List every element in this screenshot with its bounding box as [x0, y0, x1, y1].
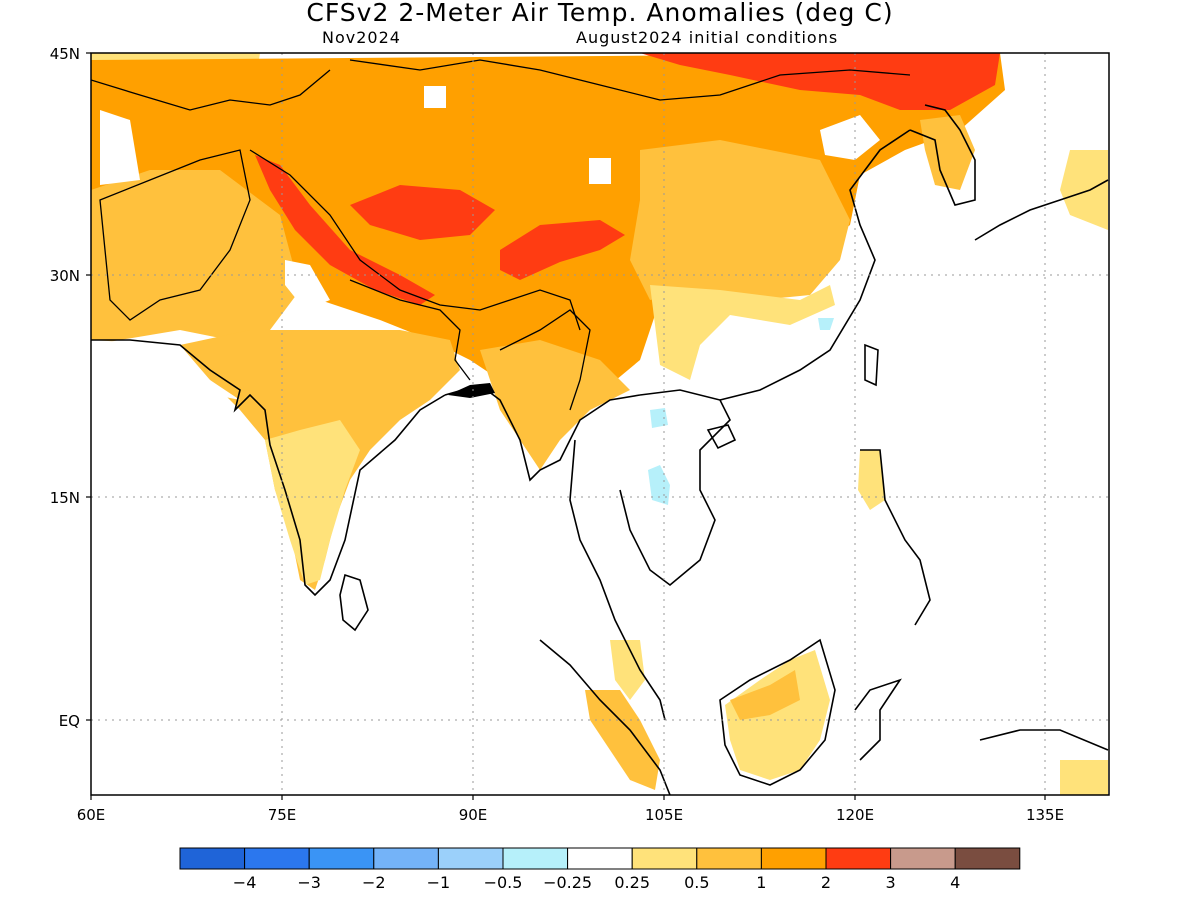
colorbar-swatch [373, 847, 439, 870]
border-pakistan [99, 149, 251, 321]
lon-label-135e: 135E [1026, 806, 1064, 824]
region-borneo-warm [730, 670, 800, 720]
region-gap-4 [424, 86, 446, 108]
region-tibet-hot-1 [350, 185, 495, 240]
colorbar-swatch [244, 847, 310, 870]
region-gap-3 [285, 260, 330, 310]
colorbar-label: −4 [233, 873, 257, 892]
lon-label-105e: 105E [645, 806, 683, 824]
region-malaya [610, 640, 645, 700]
coast-borneo [719, 638, 836, 786]
region-tibet-hot-2 [500, 220, 625, 280]
lon-label-120e: 120E [836, 806, 874, 824]
colorbar-swatch [631, 847, 698, 870]
colorbar-swatch [825, 847, 892, 870]
region-gap-2 [100, 110, 140, 185]
coast-newguinea [979, 729, 1109, 751]
coast-philippines [860, 449, 931, 626]
anomaly-fill [91, 53, 1108, 795]
initial-conditions: August2024 initial conditions [576, 28, 839, 47]
region-cool-2 [650, 408, 668, 428]
region-gap-5 [589, 158, 611, 184]
axis-ticks [86, 52, 1046, 800]
region-borneo [725, 650, 830, 780]
lat-label-45n: 45N [50, 45, 80, 63]
region-india-south [265, 420, 360, 585]
colorbar-swatch [696, 847, 762, 870]
colorbar-label: −2 [362, 873, 386, 892]
region-sumatra [585, 690, 660, 790]
forecast-month: Nov2024 [322, 28, 401, 47]
border-myanmar [499, 309, 591, 411]
colorbar-label: 4 [950, 873, 960, 892]
colorbar: −4 −3 −2 −1 −0.5 −0.25 0.25 0.5 1 2 3 4 [179, 847, 1021, 892]
lon-label-90e: 90E [459, 806, 488, 824]
map-frame [90, 52, 1110, 796]
coast-korea [909, 104, 976, 206]
coast-south-china [719, 129, 911, 401]
coast-hainan [706, 424, 737, 450]
region-indochina-fringe [480, 340, 630, 470]
region-japan-mild [1060, 150, 1108, 230]
border-china-north [349, 59, 911, 101]
lat-lon-grid [91, 53, 1108, 795]
region-newguinea [1060, 760, 1108, 795]
coast-indochina [619, 389, 731, 587]
border-tibet [249, 149, 581, 331]
region-cool-3 [818, 318, 834, 330]
colorbar-label: 3 [886, 873, 896, 892]
coast-japan [974, 179, 1109, 241]
lat-label-15n: 15N [50, 489, 80, 507]
colorbar-label: −0.5 [484, 873, 523, 892]
coast-bengal-burma [444, 384, 641, 482]
lat-label-eq: EQ [59, 712, 80, 730]
colorbar-label: 2 [821, 873, 831, 892]
region-china-pale [650, 285, 835, 380]
region-philippines [858, 450, 885, 510]
coast-india [91, 339, 446, 597]
colorbar-swatch [954, 847, 1021, 870]
border-central-asia [91, 69, 331, 111]
region-gap-6 [820, 115, 880, 160]
region-warm-belt [91, 170, 300, 345]
region-korea [920, 115, 975, 190]
colorbar-label: 0.5 [684, 873, 709, 892]
coast-sulawesi [854, 678, 902, 761]
colorbar-label: −1 [427, 873, 451, 892]
lon-label-60e: 60E [77, 806, 106, 824]
map-title: CFSv2 2-Meter Air Temp. Anomalies (deg C… [306, 0, 894, 27]
border-india-nepal [349, 279, 471, 381]
region-himalaya-hot [255, 155, 435, 305]
colorbar-swatch [179, 847, 246, 870]
colorbar-label: 1 [756, 873, 766, 892]
region-china-warm [630, 140, 850, 300]
colorbar-label: 0.25 [614, 873, 650, 892]
coast-taiwan [864, 343, 879, 387]
coast-sumatra [539, 639, 671, 795]
lat-label-30n: 30N [50, 267, 80, 285]
coastlines [91, 59, 1109, 795]
colorbar-swatch [890, 847, 956, 870]
region-gap-7 [91, 340, 240, 400]
colorbar-swatch [567, 847, 633, 870]
region-warm-main [91, 53, 1005, 395]
coast-srilanka [339, 573, 369, 632]
colorbar-swatch [760, 847, 827, 870]
coast-malay-peninsula [569, 439, 666, 721]
lon-label-75e: 75E [268, 806, 297, 824]
region-mekong-cool [648, 465, 670, 505]
colorbar-swatch [502, 847, 569, 870]
colorbar-label: −3 [297, 873, 321, 892]
colorbar-swatch [308, 847, 375, 870]
colorbar-label: −0.25 [543, 873, 592, 892]
colorbar-swatch [437, 847, 504, 870]
region-siberia-hot [640, 53, 1000, 110]
